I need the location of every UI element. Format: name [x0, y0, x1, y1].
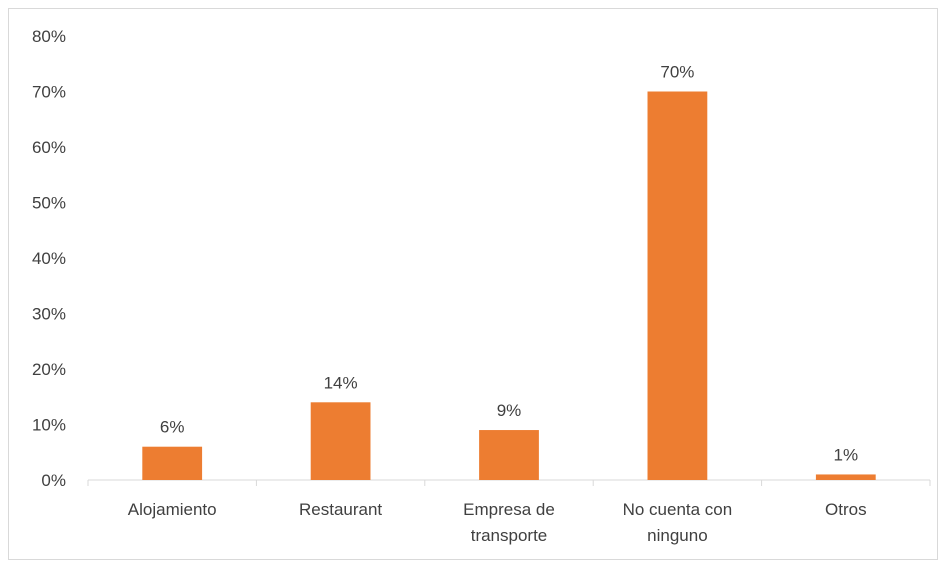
- y-tick-label: 80%: [32, 27, 66, 46]
- x-tick-label: Otros: [825, 500, 867, 519]
- y-tick-label: 0%: [41, 471, 66, 490]
- y-tick-label: 20%: [32, 360, 66, 379]
- y-tick-label: 30%: [32, 305, 66, 324]
- x-tick-label: ninguno: [647, 526, 708, 545]
- y-tick-label: 60%: [32, 138, 66, 157]
- bar: [647, 91, 708, 480]
- data-label: 14%: [324, 373, 358, 392]
- y-tick-label: 50%: [32, 194, 66, 213]
- x-tick-label: Alojamiento: [128, 500, 217, 519]
- bar: [142, 446, 203, 480]
- y-tick-label: 70%: [32, 83, 66, 102]
- bar: [815, 474, 876, 480]
- data-label: 6%: [160, 418, 185, 437]
- x-tick-label: transporte: [471, 526, 548, 545]
- y-tick-label: 40%: [32, 249, 66, 268]
- x-tick-label: Empresa de: [463, 500, 555, 519]
- data-label: 70%: [660, 63, 694, 82]
- x-tick-label: Restaurant: [299, 500, 382, 519]
- x-tick-label: No cuenta con: [623, 500, 733, 519]
- bar: [479, 430, 539, 480]
- bar: [310, 402, 371, 480]
- y-tick-label: 10%: [32, 416, 66, 435]
- data-label: 1%: [834, 445, 859, 464]
- data-label: 9%: [497, 401, 522, 420]
